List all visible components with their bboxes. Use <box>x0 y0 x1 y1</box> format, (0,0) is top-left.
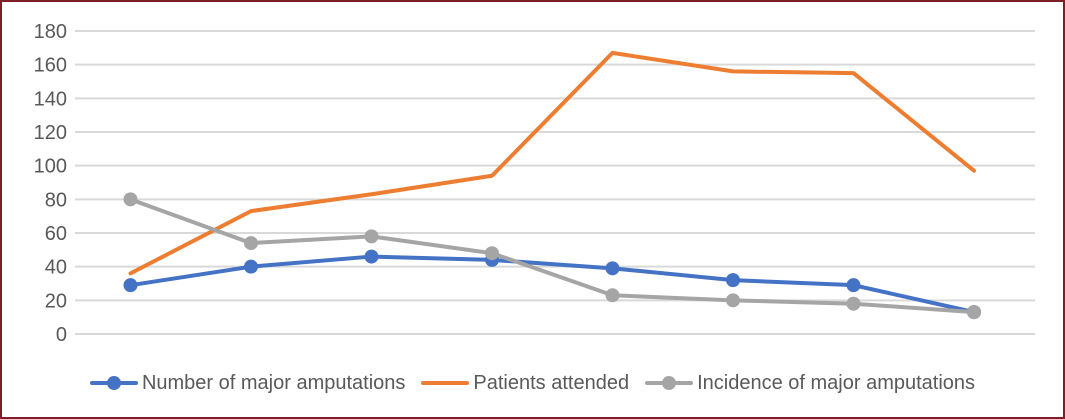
svg-text:60: 60 <box>45 223 67 245</box>
legend-label: Incidence of major amputations <box>697 372 976 394</box>
svg-text:160: 160 <box>34 55 67 77</box>
legend-label: Number of major amputations <box>141 372 406 394</box>
svg-text:20: 20 <box>45 290 67 312</box>
legend-line-marker-icon <box>645 375 694 391</box>
line-chart-plot-area: 0 20 40 60 80 100 120 140 160 180 <box>34 21 1035 346</box>
legend-line-marker-icon <box>89 375 138 391</box>
legend-item-patients-attended: Patients attended <box>421 373 629 393</box>
legend-label: Patients attended <box>473 372 630 394</box>
svg-text:80: 80 <box>45 189 67 211</box>
legend-item-number-of-major-amputations: Number of major amputations <box>89 372 406 394</box>
legend-circle-marker-icon <box>662 376 677 390</box>
legend-item-incidence-of-major-amputations: Incidence of major amputations <box>645 373 975 393</box>
svg-text:140: 140 <box>34 88 67 110</box>
svg-text:40: 40 <box>45 257 67 279</box>
chart-legend: Number of major amputations Patients att… <box>2 366 1063 400</box>
legend-circle-marker-icon <box>106 376 121 390</box>
svg-text:180: 180 <box>34 21 67 43</box>
legend-line-marker-icon <box>421 375 470 391</box>
legend-line-segment <box>421 381 470 385</box>
svg-text:100: 100 <box>34 156 67 178</box>
svg-text:120: 120 <box>34 122 67 144</box>
svg-text:0: 0 <box>56 324 67 346</box>
